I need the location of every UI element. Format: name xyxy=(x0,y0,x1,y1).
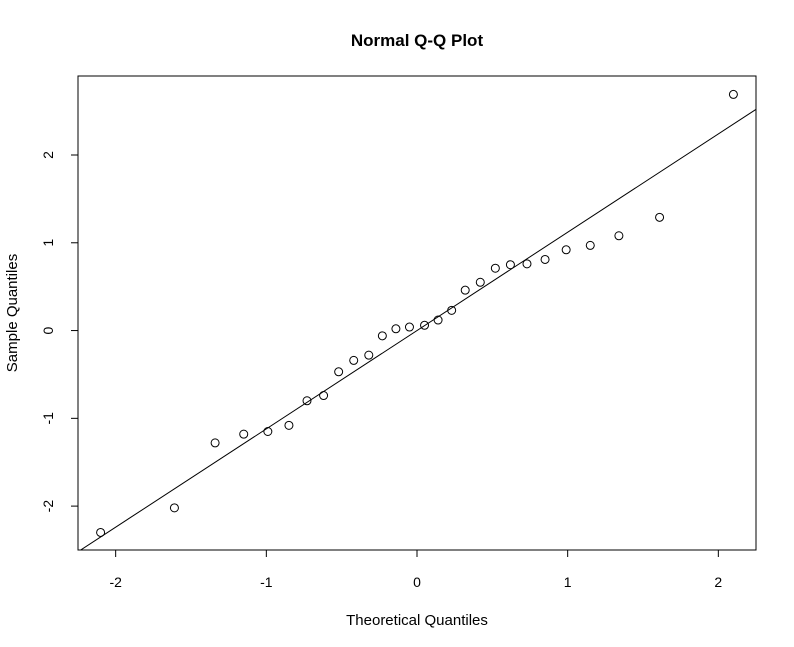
y-tick-label: 0 xyxy=(40,326,56,334)
data-point xyxy=(505,260,515,270)
plot-frame xyxy=(77,75,757,551)
data-point xyxy=(433,315,443,325)
data-point xyxy=(169,503,179,513)
data-point xyxy=(364,350,374,360)
data-point xyxy=(728,89,738,99)
data-point xyxy=(490,263,500,273)
x-tick-label: 1 xyxy=(564,574,572,590)
data-point xyxy=(561,245,571,255)
data-point xyxy=(475,277,485,287)
data-point xyxy=(585,240,595,250)
data-points xyxy=(96,89,738,537)
data-point xyxy=(334,367,344,377)
y-tick-label: -1 xyxy=(40,412,56,425)
x-axis-label: Theoretical Quantiles xyxy=(346,612,488,629)
y-axis: -2 -1 0 1 2 xyxy=(40,151,78,512)
data-point xyxy=(239,429,249,439)
x-tick-label: 2 xyxy=(714,574,722,590)
x-tick-label: -2 xyxy=(109,574,122,590)
data-point xyxy=(614,231,624,241)
reference-line xyxy=(79,108,756,550)
data-point xyxy=(263,427,273,436)
y-tick-label: 1 xyxy=(40,239,56,247)
x-axis: -2 -1 0 1 2 xyxy=(109,550,722,590)
data-point xyxy=(302,396,312,406)
data-point xyxy=(377,331,387,341)
chart-title: Normal Q-Q Plot xyxy=(351,31,484,50)
data-point xyxy=(655,212,665,222)
data-point xyxy=(319,391,329,401)
data-point xyxy=(284,420,294,430)
data-point xyxy=(540,254,550,264)
y-tick-label: -2 xyxy=(40,500,56,513)
data-point xyxy=(460,285,470,295)
y-tick-label: 2 xyxy=(40,151,56,159)
data-point xyxy=(391,324,401,334)
data-point xyxy=(420,320,430,330)
data-point xyxy=(447,305,457,315)
x-tick-label: 0 xyxy=(413,574,421,590)
data-point xyxy=(404,322,414,332)
data-point xyxy=(210,438,220,448)
data-point xyxy=(522,259,532,269)
data-point xyxy=(349,355,359,365)
data-point xyxy=(96,527,106,537)
y-axis-label: Sample Quantiles xyxy=(4,254,21,372)
x-tick-label: -1 xyxy=(260,574,273,590)
